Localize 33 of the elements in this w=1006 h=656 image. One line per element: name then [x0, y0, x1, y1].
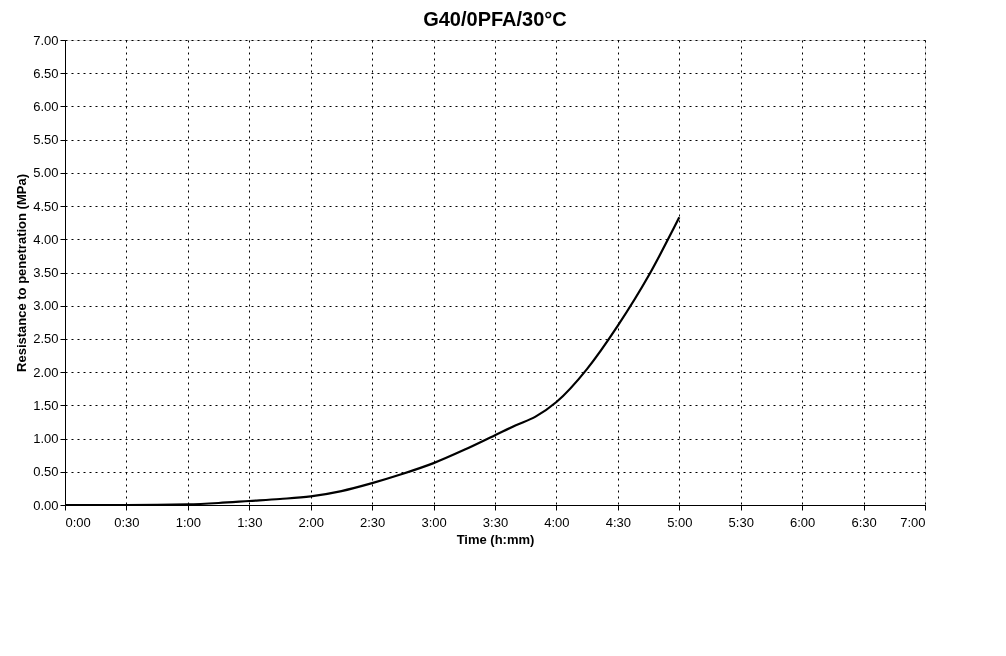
x-tick-label: 2:30 [359, 514, 386, 530]
x-tick-label: 7:00 [900, 514, 926, 530]
x-tick-label: 0:30 [114, 514, 140, 530]
y-tick-label: 4.00 [33, 231, 59, 247]
y-axis-title: Resistance to penetration (MPa) [14, 174, 30, 372]
y-tick-label: 6.50 [33, 65, 59, 81]
x-tick-label: 3:30 [482, 514, 509, 530]
x-tick-label: 4:30 [605, 514, 632, 530]
y-tick-label: 7.00 [33, 32, 59, 48]
y-tick-label: 2.50 [33, 331, 59, 347]
x-tick-label: 2:00 [298, 514, 324, 530]
y-tick-label: 0.00 [33, 497, 59, 513]
x-tick-label: 5:30 [728, 514, 754, 530]
y-tick-label: 0.50 [33, 464, 59, 480]
x-tick-label: 5:00 [667, 514, 693, 530]
y-tick-label: 4.50 [33, 198, 59, 214]
x-tick-label: 1:00 [175, 514, 202, 530]
y-tick-label: 1.00 [33, 431, 59, 447]
y-tick-label: 3.50 [33, 265, 59, 280]
x-axis-title: Time (h:mm) [456, 531, 535, 547]
y-tick-label: 5.00 [33, 165, 59, 181]
x-tick-label: 6:00 [789, 514, 816, 530]
y-tick-label: 5.50 [33, 132, 59, 148]
chart-title: G40/0PFA/30°C [423, 8, 567, 30]
y-tick-label: 1.50 [33, 397, 59, 413]
y-tick-label: 6.00 [33, 98, 59, 114]
x-tick-label: 4:00 [544, 514, 570, 530]
y-tick-label: 2.00 [33, 364, 59, 380]
x-tick-label: 0:00 [65, 514, 91, 530]
x-tick-label: 3:00 [421, 514, 447, 530]
y-tick-label: 3.00 [33, 298, 59, 314]
x-tick-label: 1:30 [237, 514, 263, 530]
x-tick-label: 6:30 [851, 514, 877, 530]
